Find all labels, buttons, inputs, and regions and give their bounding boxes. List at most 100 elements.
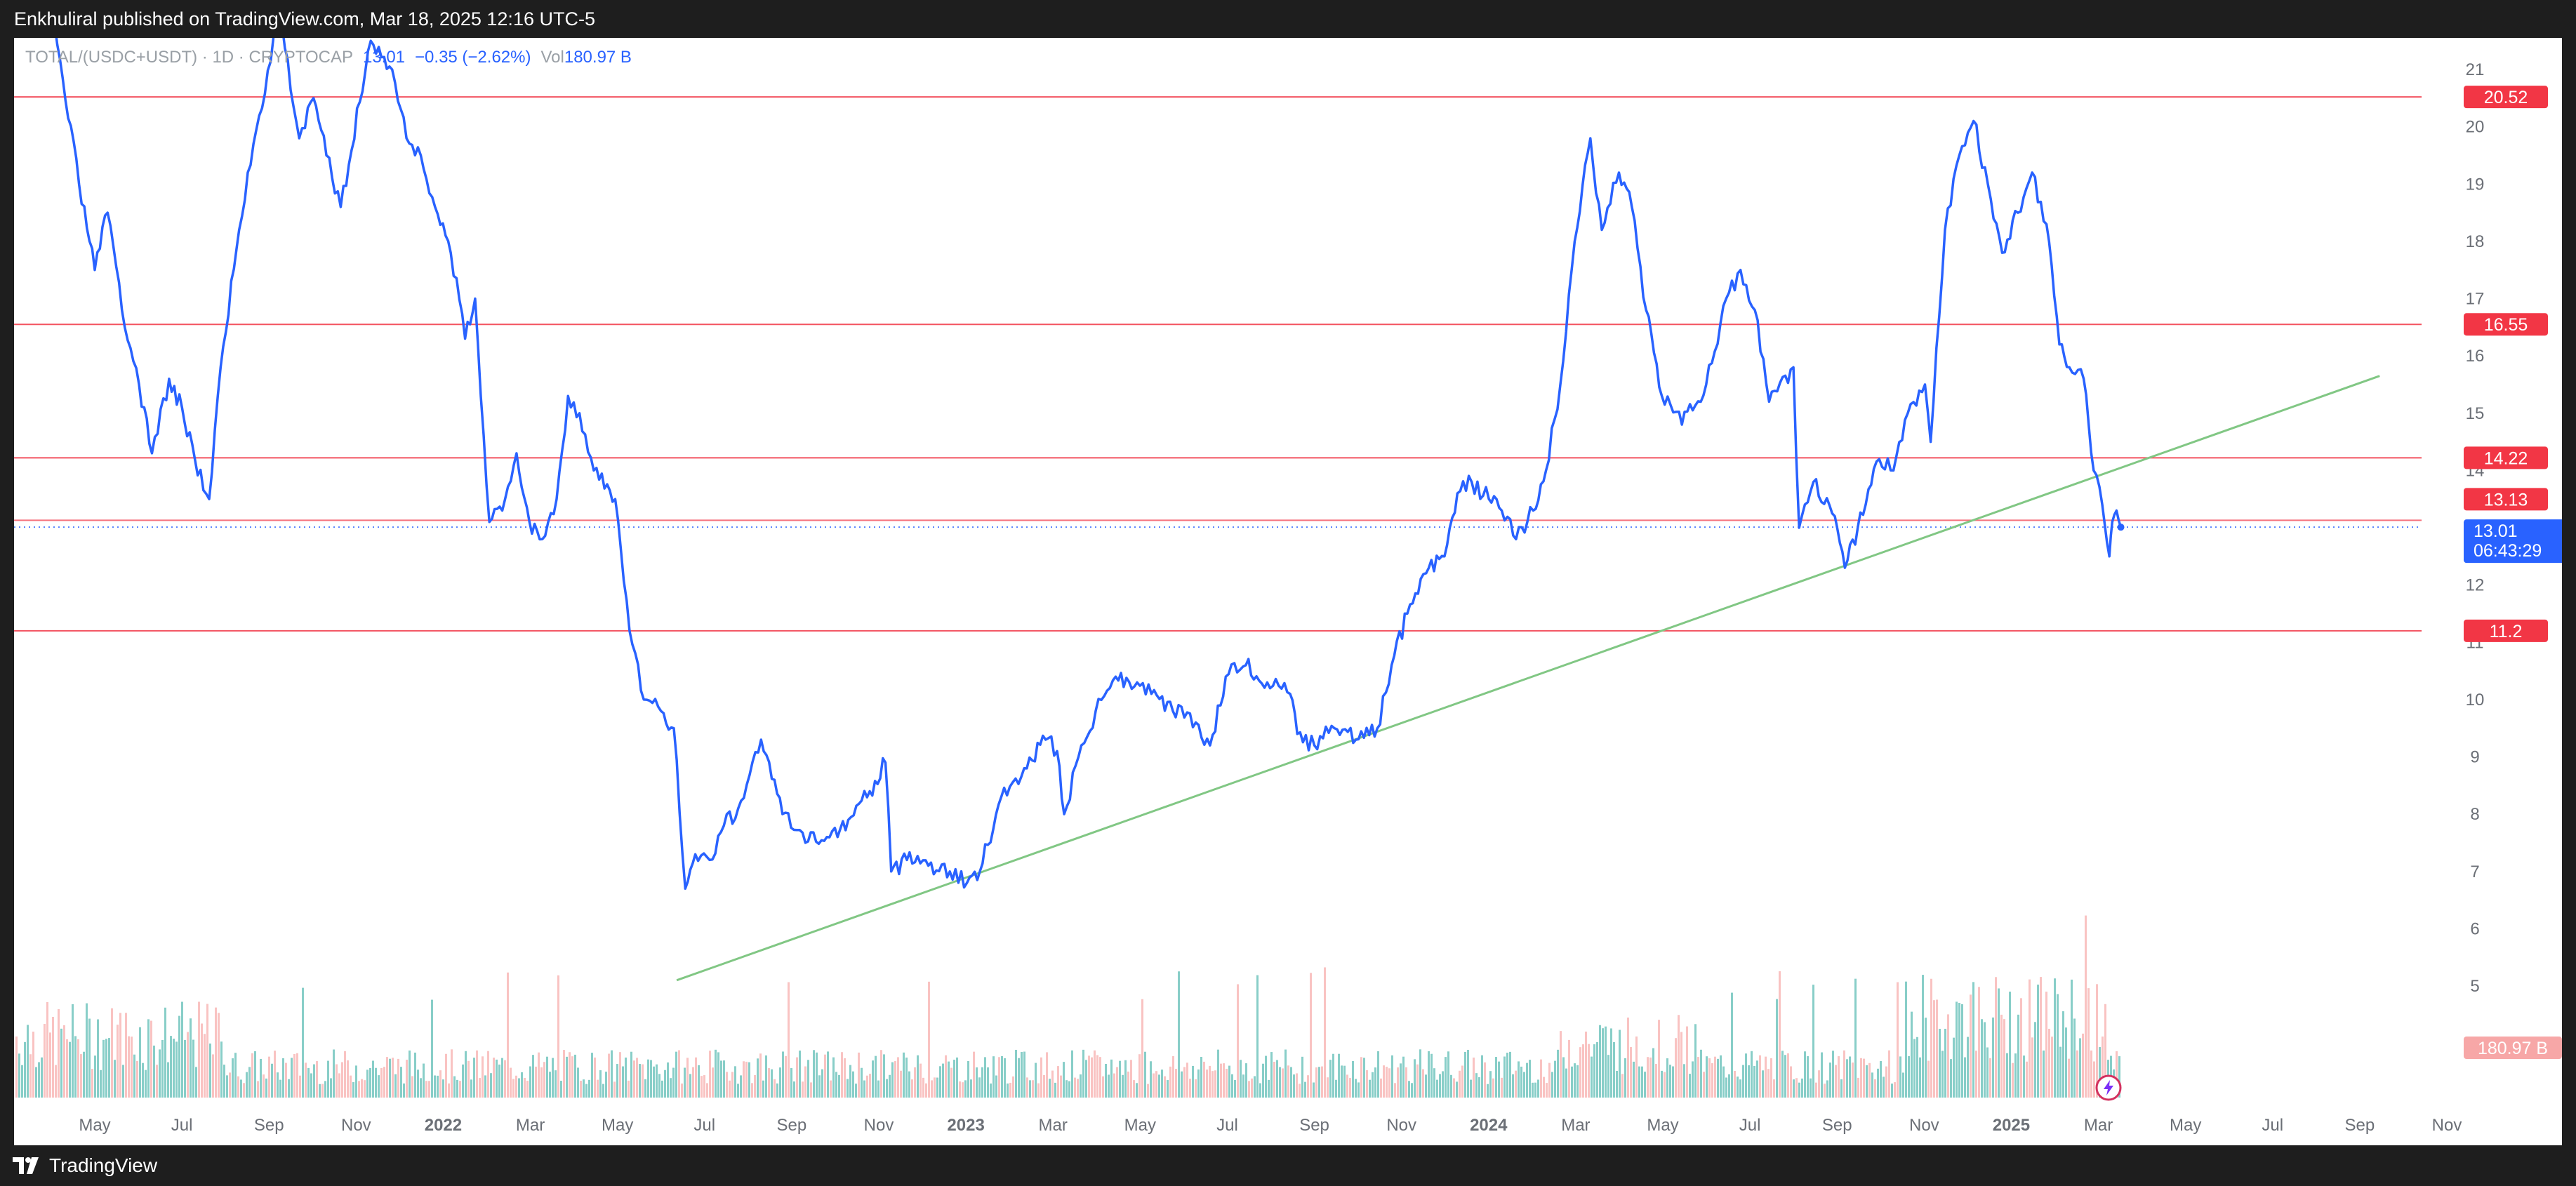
volume-bar <box>1453 1078 1455 1098</box>
volume-bar <box>1430 1053 1433 1098</box>
volume-bar <box>658 1074 660 1098</box>
volume-bar <box>1372 1072 1374 1098</box>
volume-bar <box>327 1060 329 1098</box>
volume-bar <box>1970 994 1972 1098</box>
volume-bar <box>948 1061 950 1098</box>
volume-bar <box>1680 1032 1682 1098</box>
y-tick-label: 18 <box>2466 232 2485 251</box>
volume-bar <box>1720 1055 1722 1098</box>
volume-bar <box>1057 1066 1059 1098</box>
volume-bar <box>1032 1080 1034 1098</box>
volume-bar <box>1411 1083 1413 1098</box>
level-badge-bg <box>2464 313 2548 336</box>
lightning-icon[interactable] <box>2095 1074 2122 1101</box>
volume-bar <box>720 1060 722 1098</box>
volume-bar <box>535 1066 537 1098</box>
volume-bar <box>1773 1079 1775 1098</box>
volume-bar <box>1419 1049 1421 1098</box>
volume-bar <box>1694 1024 1697 1098</box>
price-line <box>55 38 2123 890</box>
volume-bar <box>771 1069 773 1098</box>
volume-bar <box>1220 1063 1222 1098</box>
chart-panel[interactable]: 56789101112131415161718192021 MayJulSepN… <box>14 38 2562 1145</box>
volume-bar <box>1961 1004 1963 1098</box>
volume-bar <box>973 1051 975 1098</box>
volume-bar <box>1591 1056 1593 1098</box>
volume-bar <box>268 1056 270 1098</box>
volume-bar <box>1172 1055 1174 1098</box>
volume-bar <box>1652 1048 1654 1098</box>
volume-bar <box>774 1079 776 1098</box>
y-tick-label: 8 <box>2470 805 2479 824</box>
volume-bar <box>1150 1061 1152 1098</box>
price-chart[interactable]: 56789101112131415161718192021 MayJulSepN… <box>14 38 2562 1145</box>
volume-bar <box>2003 1019 2005 1098</box>
volume-bar <box>858 1052 860 1098</box>
volume-bar <box>1214 1070 1216 1098</box>
volume-bar <box>2006 1053 2008 1098</box>
volume-bar <box>1860 1058 1862 1098</box>
volume-badge: 180.97 B <box>2478 1039 2548 1058</box>
volume-bar <box>344 1051 346 1098</box>
volume-bar <box>765 1055 767 1098</box>
volume-bar <box>1866 1065 1868 1098</box>
volume-bar <box>908 1071 910 1098</box>
volume-bar <box>1492 1078 1494 1098</box>
volume-bar <box>131 1037 133 1098</box>
volume-bar <box>540 1067 543 1098</box>
volume-bar <box>995 1075 997 1098</box>
volume-bar <box>504 1060 506 1098</box>
volume-bar <box>748 1062 750 1098</box>
volume-bar <box>2023 1055 2025 1098</box>
volume-bar <box>841 1052 843 1098</box>
x-tick-label: Jul <box>171 1116 193 1135</box>
volume-bar <box>1992 1017 1994 1098</box>
volume-bar <box>2082 1033 2084 1098</box>
volume-bar <box>1357 1082 1360 1098</box>
volume-bar <box>1857 1077 1859 1098</box>
volume-bar <box>69 1041 71 1098</box>
volume-bar <box>1649 1057 1652 1098</box>
volume-bar <box>1037 1083 1040 1098</box>
volume-bar <box>1953 1037 1955 1098</box>
volume-bar <box>1310 973 1312 1098</box>
volume-bar <box>1461 1065 1463 1098</box>
volume-bar <box>1164 1076 1166 1098</box>
volume-bar <box>411 1076 413 1098</box>
trendline <box>676 375 2380 982</box>
volume-bar <box>15 1036 18 1098</box>
volume-bar <box>917 1055 919 1098</box>
volume-bar <box>636 1058 638 1098</box>
volume-bar <box>1644 1072 1646 1098</box>
volume-bar <box>1627 1017 1629 1098</box>
volume-bar <box>768 1068 770 1098</box>
volume-bar <box>1998 988 2000 1098</box>
volume-bar <box>877 1080 879 1098</box>
volume-bar <box>1911 1011 1913 1098</box>
volume-bar <box>1745 1053 1747 1098</box>
volume-bar <box>1021 1051 1023 1098</box>
volume-bar <box>2020 998 2022 1098</box>
volume-bar <box>1518 1061 1520 1098</box>
volume-bar <box>1526 1062 1528 1098</box>
volume-bar <box>234 1053 237 1098</box>
volume-bar <box>1543 1077 1545 1098</box>
volume-bar <box>1369 1079 1371 1098</box>
x-tick-label: Mar <box>516 1116 545 1135</box>
volume-bar <box>442 1079 444 1098</box>
volume-bar <box>425 1081 427 1098</box>
volume-bar <box>1641 1066 1643 1098</box>
volume-bar <box>2034 1022 2036 1098</box>
volume-bar <box>686 1058 689 1098</box>
volume-bar <box>1523 1072 1525 1098</box>
volume-bar <box>105 1039 107 1098</box>
tradingview-brand[interactable]: TradingView <box>13 1154 157 1177</box>
volume-bar <box>44 1023 46 1098</box>
volume-bar <box>1414 1059 1416 1098</box>
volume-bar <box>894 1061 896 1098</box>
volume-bar <box>1790 1066 1792 1098</box>
volume-bar <box>698 1065 700 1098</box>
volume-bar <box>1015 1049 1017 1098</box>
volume-bar <box>521 1072 523 1098</box>
volume-bar <box>900 1070 902 1098</box>
